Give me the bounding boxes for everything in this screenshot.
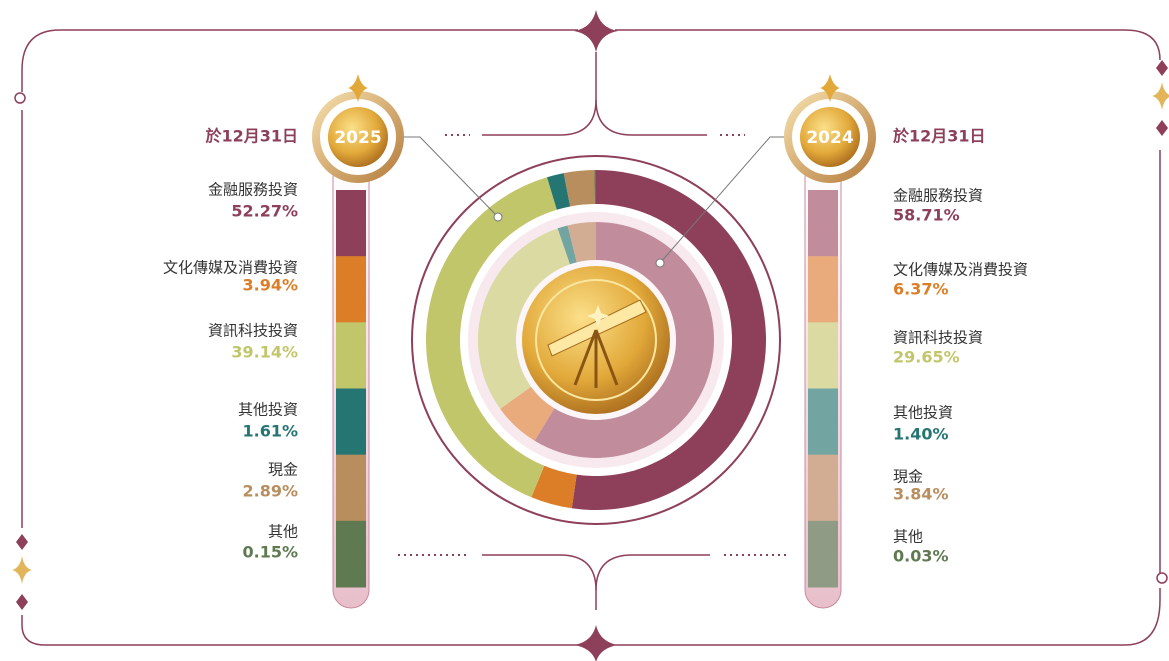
ornaments xyxy=(12,10,1169,661)
year-label: 2025 xyxy=(334,128,381,148)
category-label: 文化傳媒及消費投資 xyxy=(893,261,1028,279)
year-label: 2024 xyxy=(806,128,853,148)
arc xyxy=(563,170,595,207)
date-label: 於12月31日 xyxy=(205,127,298,146)
category-label: 現金 xyxy=(893,468,923,486)
outer-circle xyxy=(411,155,781,525)
legend-swatch xyxy=(808,388,838,456)
arc xyxy=(594,170,596,205)
value-label: 2.89% xyxy=(242,482,298,501)
arc xyxy=(534,222,714,458)
arc xyxy=(425,177,557,498)
value-label: 0.15% xyxy=(242,543,298,562)
category-label: 其他 xyxy=(893,528,923,546)
medallions xyxy=(312,74,876,183)
legend-swatch xyxy=(808,256,838,323)
legend-swatch xyxy=(336,322,366,389)
value-label: 39.14% xyxy=(231,343,298,362)
value-label: 1.40% xyxy=(893,425,949,444)
category-label: 文化傳媒及消費投資 xyxy=(163,259,298,277)
arc xyxy=(478,228,570,409)
value-label: 29.65% xyxy=(893,348,960,367)
category-label: 其他投資 xyxy=(893,404,953,422)
category-label: 資訊科技投資 xyxy=(893,329,983,347)
category-label: 其他投資 xyxy=(238,401,298,419)
legend-swatch xyxy=(336,190,366,257)
value-label: 0.03% xyxy=(893,547,949,566)
category-label: 現金 xyxy=(268,461,298,479)
rings xyxy=(425,170,767,510)
arc xyxy=(557,225,577,265)
legend-swatch xyxy=(808,454,838,522)
value-label: 3.84% xyxy=(893,485,949,504)
value-label: 1.61% xyxy=(242,422,298,441)
category-label: 其他 xyxy=(268,523,298,541)
category-label: 金融服務投資 xyxy=(893,187,983,205)
category-label: 資訊科技投資 xyxy=(208,322,298,340)
arc xyxy=(547,173,571,210)
arc xyxy=(567,222,596,263)
legend-swatch xyxy=(336,256,366,323)
date-label: 於12月31日 xyxy=(893,127,986,146)
coin xyxy=(516,260,676,420)
legend-swatch xyxy=(336,520,366,588)
value-label: 52.27% xyxy=(231,202,298,221)
arc xyxy=(500,386,555,441)
category-label: 金融服務投資 xyxy=(208,181,298,199)
legend-swatch xyxy=(808,520,838,588)
legend-swatch xyxy=(336,454,366,522)
legend-swatch xyxy=(808,190,838,257)
frame xyxy=(14,29,1168,646)
legend-swatch xyxy=(808,322,838,389)
value-label: 3.94% xyxy=(242,276,298,295)
value-label: 6.37% xyxy=(893,280,949,299)
arc xyxy=(531,465,577,509)
value-label: 58.71% xyxy=(893,206,960,225)
arc xyxy=(571,170,767,510)
legend-swatch xyxy=(336,388,366,456)
